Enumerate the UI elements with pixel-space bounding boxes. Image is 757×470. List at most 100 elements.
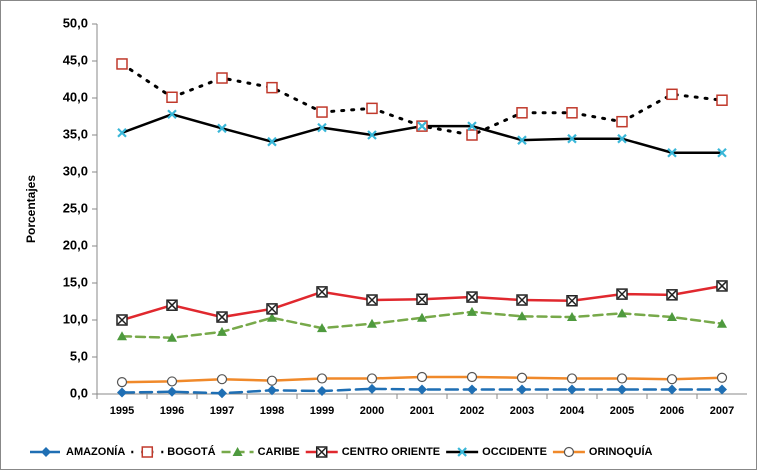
marker	[417, 384, 427, 395]
marker-shape	[366, 373, 378, 384]
marker	[466, 371, 478, 383]
y-tick-label: 30,0	[63, 163, 88, 178]
marker-shape	[563, 446, 575, 458]
y-tick-label: 20,0	[63, 237, 88, 252]
marker	[266, 81, 278, 94]
marker-shape	[217, 326, 227, 336]
legend-label: BOGOTÁ	[167, 445, 215, 458]
marker-shape	[217, 388, 227, 399]
marker-shape	[267, 304, 277, 314]
marker	[567, 312, 577, 322]
marker	[516, 107, 528, 119]
marker-shape	[317, 447, 327, 457]
marker	[566, 373, 578, 384]
marker	[417, 121, 427, 131]
marker-shape	[217, 312, 227, 322]
marker-shape	[717, 318, 727, 328]
marker	[141, 446, 154, 458]
marker	[667, 312, 677, 322]
legend-item: AMAZONÍA	[30, 445, 125, 458]
marker	[617, 308, 627, 318]
marker-shape	[417, 294, 427, 304]
y-tick-label: 50,0	[63, 15, 88, 30]
marker	[366, 102, 378, 115]
legend-label: CARIBE	[258, 446, 300, 458]
marker	[616, 115, 628, 128]
marker	[116, 314, 128, 326]
legend-item: CENTRO ORIENTE	[305, 446, 440, 458]
x-tick-label: 2001	[410, 405, 434, 417]
x-tick-label: 2000	[360, 405, 384, 417]
y-tick-label: 35,0	[63, 126, 88, 141]
marker	[266, 303, 278, 315]
marker	[217, 326, 227, 336]
marker-shape	[617, 308, 627, 318]
marker-shape	[516, 107, 528, 119]
marker-shape	[116, 377, 128, 388]
y-tick-label: 5,0	[70, 348, 88, 363]
marker	[166, 299, 178, 311]
x-tick-label: 2005	[610, 405, 634, 417]
marker	[467, 121, 477, 131]
marker-shape	[717, 147, 727, 158]
marker-shape	[317, 323, 327, 333]
marker	[466, 291, 478, 303]
marker-shape	[517, 384, 527, 395]
x-tick-label: 1996	[160, 405, 184, 417]
marker-shape	[267, 312, 277, 322]
y-tick-label: 45,0	[63, 52, 88, 67]
marker	[617, 133, 627, 144]
marker-shape	[117, 128, 127, 138]
marker	[367, 130, 377, 140]
marker	[563, 446, 575, 458]
marker	[517, 135, 527, 145]
marker-shape	[667, 384, 677, 395]
marker-shape	[116, 58, 128, 70]
legend-label: OCCIDENTE	[482, 446, 547, 458]
marker-shape	[417, 384, 427, 395]
marker	[457, 447, 467, 457]
marker-shape	[667, 290, 677, 300]
marker	[316, 106, 328, 118]
marker-shape	[717, 281, 727, 291]
marker-shape	[141, 446, 154, 458]
legend-item: CARIBE	[221, 446, 300, 458]
marker	[216, 72, 228, 84]
marker-shape	[666, 88, 678, 101]
marker	[566, 107, 578, 119]
marker	[417, 312, 427, 322]
marker	[216, 374, 228, 385]
marker-shape	[217, 123, 227, 134]
marker-shape	[467, 292, 477, 302]
x-tick-label: 2006	[660, 405, 684, 417]
marker	[217, 388, 227, 399]
legend-label: AMAZONÍA	[66, 445, 125, 458]
x-tick-label: 2007	[710, 405, 734, 417]
marker-shape	[366, 102, 378, 115]
marker	[667, 384, 677, 395]
marker-shape	[666, 374, 678, 385]
marker	[616, 373, 628, 384]
marker-shape	[467, 121, 477, 131]
marker-shape	[566, 373, 578, 384]
marker-shape	[117, 315, 127, 325]
marker-shape	[466, 129, 478, 141]
marker-shape	[166, 91, 178, 104]
marker	[716, 372, 728, 383]
marker	[666, 88, 678, 101]
marker-shape	[417, 121, 427, 131]
y-tick-label: 15,0	[63, 274, 88, 289]
marker	[166, 91, 178, 104]
marker-shape	[616, 115, 628, 128]
marker-shape	[267, 136, 277, 147]
marker-shape	[667, 312, 677, 322]
marker	[267, 385, 277, 396]
marker	[667, 147, 677, 158]
marker-shape	[267, 385, 277, 396]
y-tick-label: 0,0	[70, 385, 88, 400]
marker-shape	[717, 384, 727, 395]
marker	[716, 280, 728, 292]
marker	[317, 122, 327, 133]
marker	[567, 133, 577, 144]
